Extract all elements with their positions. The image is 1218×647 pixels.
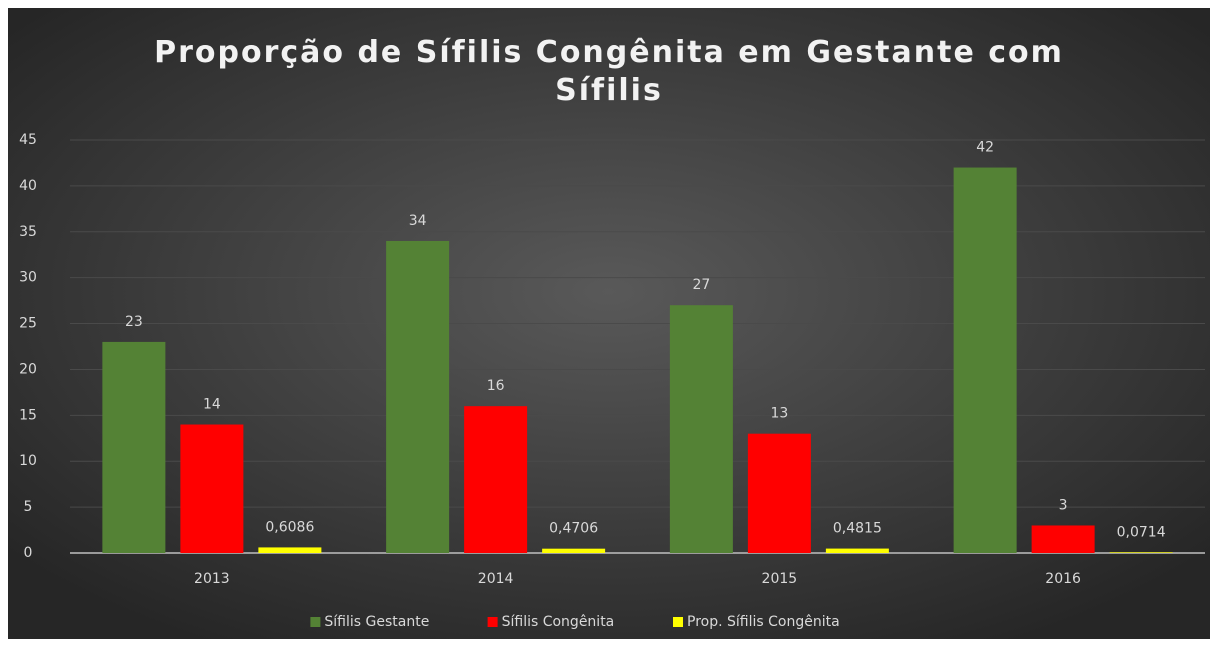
bar	[542, 548, 606, 553]
legend-swatch	[673, 617, 683, 627]
y-tick-label: 40	[19, 178, 37, 194]
legend-swatch	[487, 617, 498, 627]
data-label: 0,4706	[549, 521, 598, 537]
y-tick-label: 20	[19, 361, 37, 377]
x-tick-label: 2015	[762, 571, 798, 587]
bar	[953, 167, 1017, 554]
bar	[464, 406, 528, 553]
legend-swatch	[310, 617, 321, 627]
data-label: 3	[1059, 497, 1068, 513]
data-label: 0,6086	[265, 519, 314, 535]
x-tick-label: 2014	[478, 571, 514, 587]
y-tick-label: 25	[19, 316, 37, 332]
chart-title: Proporção de Sífilis Congênita em Gestan…	[154, 35, 1064, 108]
data-label: 42	[976, 140, 994, 156]
data-label: 34	[409, 213, 427, 229]
bar	[386, 240, 450, 553]
legend-label: Sífilis Congênita	[502, 614, 615, 630]
data-label: 23	[125, 314, 143, 330]
data-label: 13	[770, 406, 788, 422]
bar	[102, 341, 166, 553]
y-tick-label: 0	[24, 545, 33, 561]
data-label: 16	[487, 378, 505, 394]
bar	[180, 424, 244, 553]
y-tick-label: 45	[19, 132, 37, 148]
y-tick-label: 15	[19, 407, 37, 423]
bar	[669, 305, 733, 553]
y-tick-label: 5	[24, 499, 33, 515]
bar	[825, 548, 889, 553]
bar	[1109, 552, 1173, 553]
legend-label: Prop. Sífilis Congênita	[687, 614, 840, 630]
bar	[258, 547, 322, 553]
bar	[747, 433, 811, 553]
bar	[1031, 525, 1095, 553]
data-label: 27	[692, 277, 710, 293]
data-label: 0,0714	[1117, 524, 1166, 540]
data-label: 14	[203, 397, 221, 413]
x-tick-label: 2016	[1045, 571, 1081, 587]
data-label: 0,4815	[833, 521, 882, 537]
y-tick-label: 30	[19, 270, 37, 286]
y-tick-label: 10	[19, 453, 37, 469]
legend-label: Sífilis Gestante	[324, 614, 429, 630]
y-tick-label: 35	[19, 224, 37, 240]
x-tick-label: 2013	[194, 571, 230, 587]
